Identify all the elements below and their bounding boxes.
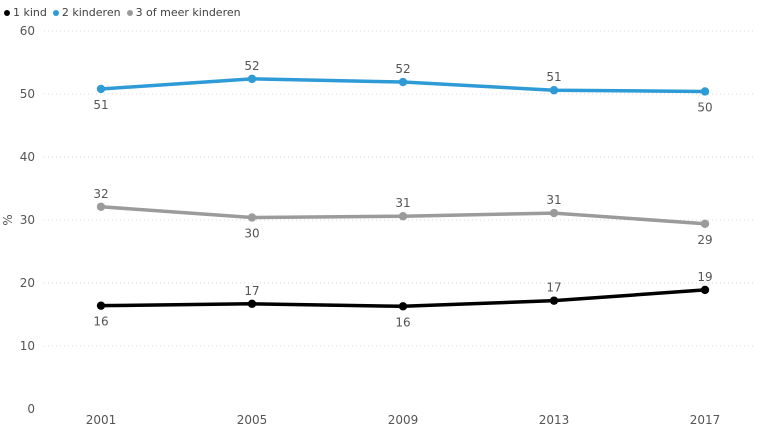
legend-dot-1-kind: [4, 9, 10, 16]
data-label-3-of-meer-kinderen-2001: 32: [93, 187, 108, 201]
legend-item-1-kind[interactable]: 1 kind: [4, 6, 47, 19]
legend-dot-2-kinderen: [52, 9, 59, 16]
data-label-1-kind-2005: 17: [244, 284, 259, 298]
y-tick-label-60: 60: [20, 24, 35, 38]
data-point-3-of-meer-kinderen-2009: [398, 212, 408, 221]
data-label-3-of-meer-kinderen-2013: 31: [546, 193, 561, 207]
data-label-1-kind-2017: 19: [697, 270, 712, 284]
x-tick-label-2013: 2013: [539, 413, 570, 427]
data-point-1-kind-2001: [96, 301, 106, 310]
legend-label-2-kinderen: 2 kinderen: [61, 6, 121, 19]
data-point-1-kind-2013: [549, 296, 559, 305]
data-point-2-kinderen-2001: [96, 84, 106, 94]
data-label-2-kinderen-2005: 52: [244, 59, 259, 73]
legend-item-2-kinderen[interactable]: 2 kinderen: [52, 6, 121, 19]
data-point-2-kinderen-2009: [398, 77, 408, 87]
y-axis-title: %: [1, 214, 15, 225]
data-point-1-kind-2009: [398, 302, 408, 311]
data-point-2-kinderen-2005: [247, 74, 257, 84]
legend-item-3-of-meer-kinderen[interactable]: 3 of meer kinderen: [126, 6, 241, 19]
data-label-3-of-meer-kinderen-2017: 29: [697, 233, 712, 247]
data-point-3-of-meer-kinderen-2001: [96, 202, 106, 211]
y-tick-label-30: 30: [20, 213, 35, 227]
x-tick-label-2001: 2001: [86, 413, 117, 427]
y-tick-label-10: 10: [20, 339, 35, 353]
data-point-1-kind-2017: [700, 285, 710, 295]
legend-label-3-of-meer-kinderen: 3 of meer kinderen: [135, 6, 241, 19]
legend-label-1-kind: 1 kind: [13, 6, 47, 19]
x-tick-label-2009: 2009: [388, 413, 419, 427]
data-label-2-kinderen-2001: 51: [93, 98, 108, 112]
data-label-2-kinderen-2009: 52: [395, 62, 410, 76]
data-label-1-kind-2001: 16: [93, 315, 108, 329]
data-point-2-kinderen-2017: [700, 87, 710, 96]
data-label-2-kinderen-2013: 51: [546, 70, 561, 84]
data-label-2-kinderen-2017: 50: [697, 100, 712, 114]
legend: 1 kind 2 kinderen 3 of meer kinderen: [4, 6, 241, 19]
data-label-1-kind-2009: 16: [395, 315, 410, 329]
y-tick-label-0: 0: [27, 402, 35, 416]
data-label-3-of-meer-kinderen-2005: 30: [244, 226, 259, 240]
data-point-3-of-meer-kinderen-2013: [549, 208, 559, 218]
data-point-1-kind-2005: [247, 299, 257, 308]
x-tick-label-2005: 2005: [237, 413, 268, 427]
data-label-3-of-meer-kinderen-2009: 31: [395, 196, 410, 210]
y-tick-label-40: 40: [20, 150, 35, 164]
y-tick-label-50: 50: [20, 87, 35, 101]
data-label-1-kind-2013: 17: [546, 281, 561, 295]
legend-dot-3-of-meer-kinderen: [126, 9, 133, 16]
data-point-3-of-meer-kinderen-2005: [247, 213, 257, 222]
y-tick-label-20: 20: [20, 276, 35, 290]
x-tick-label-2017: 2017: [690, 413, 721, 427]
data-point-2-kinderen-2013: [549, 86, 559, 95]
data-point-3-of-meer-kinderen-2017: [700, 219, 710, 228]
